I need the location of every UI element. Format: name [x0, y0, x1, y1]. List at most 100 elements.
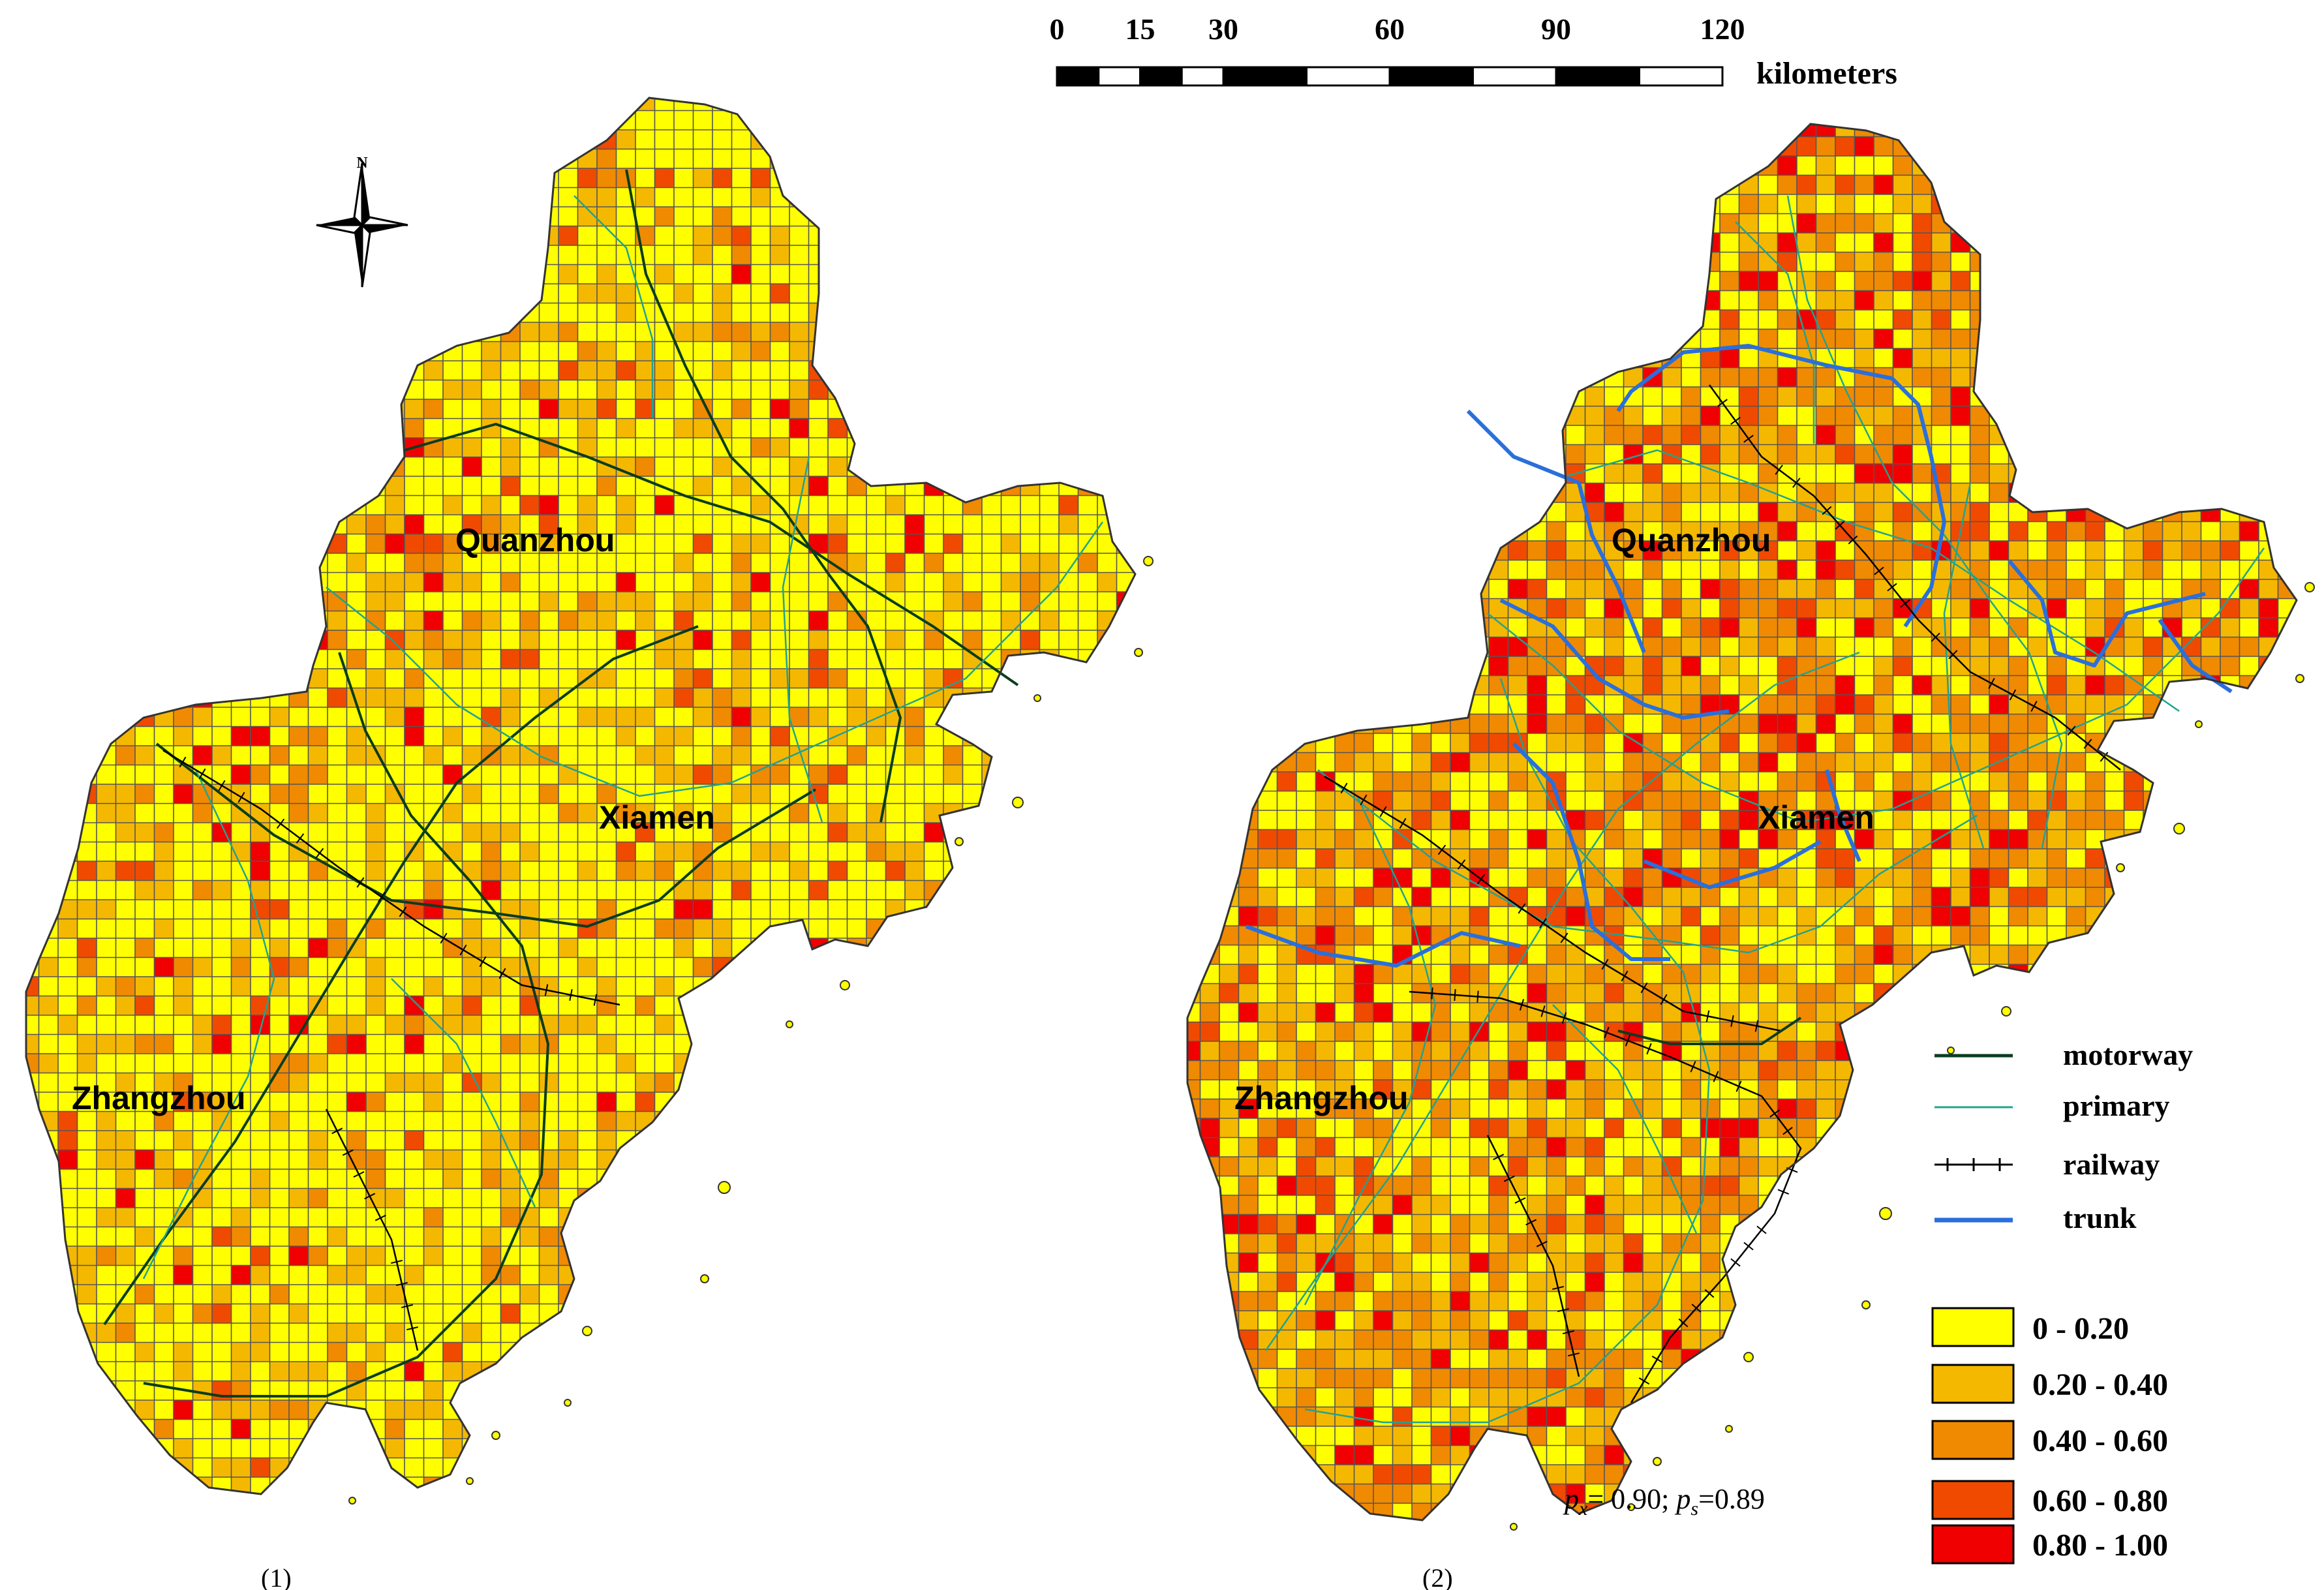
grid-cell: [462, 572, 482, 592]
grid-cell: [1604, 1368, 1624, 1388]
grid-cell: [1758, 1099, 1778, 1118]
grid-cell: [1187, 329, 1200, 348]
grid-cell: [943, 572, 963, 592]
grid-cell: [1425, 188, 1445, 207]
grid-cell: [1373, 387, 1393, 406]
grid-cell: [1912, 1137, 1932, 1157]
grid-cell: [1546, 387, 1566, 406]
grid-cell: [1681, 656, 1701, 676]
grid-cell: [558, 611, 578, 630]
grid-cell: [1354, 271, 1373, 291]
grid-cell: [577, 1227, 597, 1246]
grid-cell: [1136, 322, 1155, 342]
grid-cell: [1797, 983, 1816, 1003]
grid-cell: [1604, 829, 1624, 849]
grid-cell: [154, 880, 174, 900]
grid-cell: [38, 1477, 58, 1494]
grid-cell: [1258, 1022, 1277, 1041]
grid-cell: [2124, 560, 2143, 579]
grid-cell: [1232, 1400, 1252, 1420]
grid-cell: [2124, 483, 2143, 502]
grid-cell: [654, 861, 674, 881]
grid-cell: [770, 938, 789, 958]
grid-cell: [1623, 791, 1643, 810]
grid-cell: [1469, 387, 1489, 406]
grid-cell: [885, 1304, 905, 1323]
grid-cell: [2085, 252, 2105, 271]
grid-cell: [1681, 1523, 1701, 1542]
grid-cell: [885, 861, 905, 881]
grid-cell: [115, 1131, 135, 1150]
grid-cell: [1059, 264, 1078, 284]
grid-cell: [828, 957, 848, 977]
grid-cell: [1585, 1214, 1604, 1234]
grid-cell: [1951, 387, 1970, 406]
grid-cell: [1970, 714, 1989, 733]
grid-cell: [1989, 675, 2009, 695]
grid-cell: [1777, 175, 1797, 194]
grid-cell: [1238, 675, 1258, 695]
grid-cell: [539, 1362, 558, 1381]
grid-cell: [2066, 425, 2086, 445]
grid-cell: [828, 1150, 848, 1169]
grid-cell: [770, 726, 789, 746]
grid-cell: [2008, 406, 2028, 425]
grid-cell: [443, 1362, 463, 1381]
grid-cell: [1970, 1272, 1989, 1292]
grid-cell: [2066, 367, 2086, 387]
grid-cell: [1816, 387, 1835, 406]
grid-cell: [26, 168, 39, 188]
grid-cell: [135, 996, 155, 1015]
grid-cell: [2028, 1272, 2047, 1292]
grid-cell: [1662, 1118, 1681, 1138]
grid-cell: [1290, 265, 1309, 284]
grid-cell: [731, 726, 751, 746]
grid-cell: [1540, 322, 1560, 342]
grid-cell: [1194, 1208, 1214, 1227]
grid-cell: [1835, 945, 1855, 964]
grid-cell: [1893, 1291, 1912, 1311]
grid-cell: [1508, 194, 1527, 214]
grid-cell: [1412, 1234, 1431, 1253]
grid-cell: [1835, 1426, 1855, 1446]
grid-cell: [1777, 1330, 1797, 1349]
grid-cell: [770, 399, 789, 419]
grid-cell: [1136, 1208, 1155, 1227]
grid-cell: [231, 1342, 251, 1362]
grid-cell: [1258, 367, 1277, 387]
grid-cell: [905, 861, 925, 881]
grid-cell: [1643, 1311, 1662, 1330]
grid-cell: [1508, 387, 1527, 406]
grid-cell: [1431, 579, 1450, 599]
grid-cell: [192, 1188, 212, 1208]
grid-cell: [1585, 213, 1604, 233]
grid-cell: [1527, 175, 1547, 194]
grid-cell: [1989, 772, 2009, 791]
grid-cell: [1835, 887, 1855, 907]
grid-cell: [97, 1034, 116, 1054]
grid-cell: [1931, 1003, 1951, 1022]
grid-cell: [1700, 1195, 1720, 1215]
grid-cell: [866, 1131, 886, 1150]
grid-cell: [751, 611, 771, 630]
grid-cell: [866, 130, 886, 149]
grid-cell: [1566, 1253, 1585, 1272]
grid-cell: [1931, 290, 1951, 310]
grid-cell: [462, 1323, 482, 1343]
grid-cell: [1315, 271, 1335, 291]
grid-cell: [1777, 695, 1797, 714]
grid-cell: [1078, 110, 1097, 130]
grid-cell: [1623, 772, 1643, 791]
grid-cell: [366, 572, 386, 592]
grid-cell: [712, 707, 732, 727]
grid-cell: [1354, 637, 1373, 656]
grid-cell: [443, 226, 463, 245]
grid-cell: [1315, 695, 1335, 714]
grid-cell: [905, 707, 925, 727]
grid-cell: [1238, 579, 1258, 599]
grid-cell: [1219, 752, 1239, 772]
grid-cell: [1238, 1003, 1258, 1022]
grid-cell: [1155, 1189, 1175, 1208]
grid-cell: [1797, 1118, 1816, 1138]
grid-cell: [1643, 945, 1662, 964]
